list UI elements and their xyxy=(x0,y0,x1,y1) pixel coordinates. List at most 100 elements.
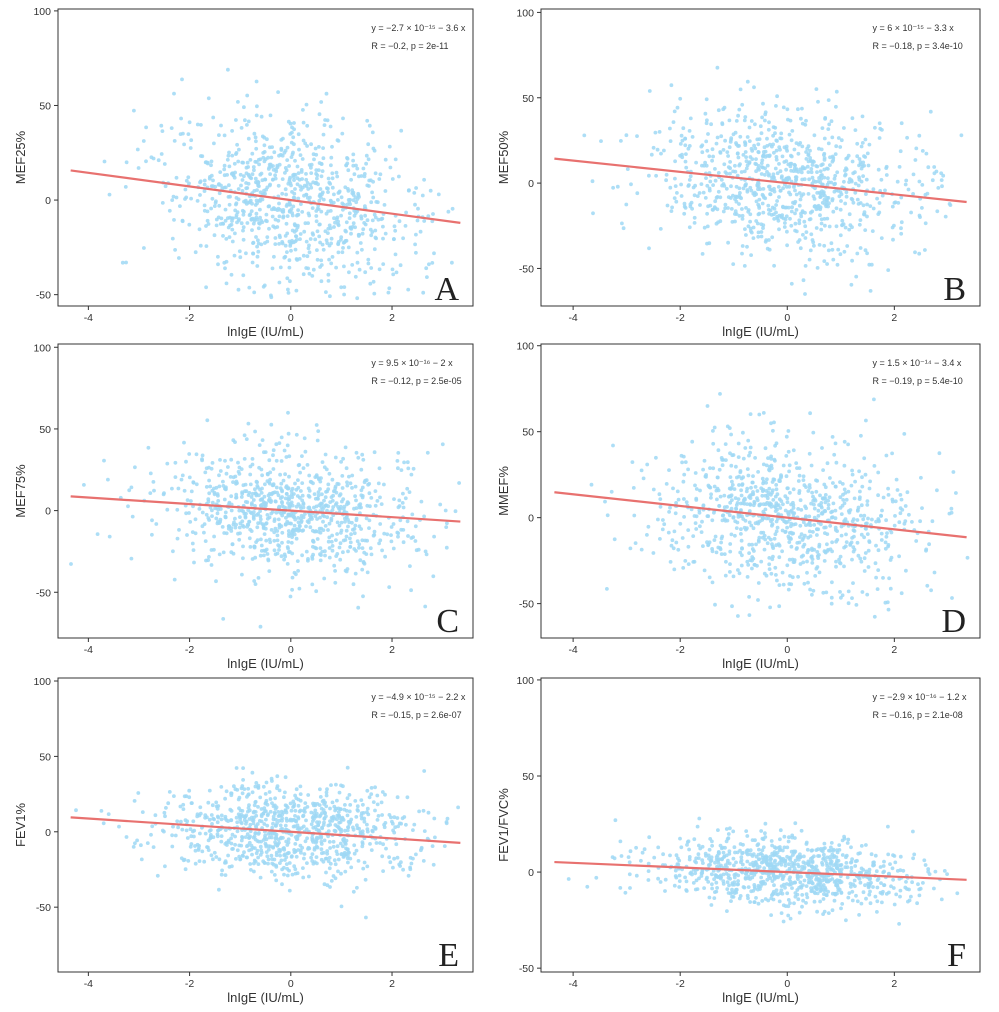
data-point xyxy=(241,225,246,230)
data-point xyxy=(282,853,286,858)
data-point xyxy=(288,502,293,506)
data-point xyxy=(166,801,171,806)
data-point xyxy=(246,786,251,791)
data-point xyxy=(267,458,272,463)
data-point xyxy=(252,803,257,808)
data-point xyxy=(920,149,925,153)
data-point xyxy=(692,193,697,198)
data-point xyxy=(232,253,237,258)
data-point xyxy=(351,158,355,163)
data-point xyxy=(613,818,618,823)
data-point xyxy=(796,240,800,244)
data-point xyxy=(707,188,712,193)
data-point xyxy=(736,455,741,459)
data-point xyxy=(265,823,270,828)
data-point xyxy=(838,590,842,594)
data-point xyxy=(704,176,708,181)
data-point xyxy=(348,803,353,807)
data-point xyxy=(340,131,345,136)
data-point xyxy=(754,199,759,204)
data-point xyxy=(935,488,939,493)
data-point xyxy=(148,471,153,476)
data-point xyxy=(728,160,732,164)
data-point xyxy=(298,232,303,236)
data-point xyxy=(217,887,221,892)
data-point xyxy=(247,213,252,218)
data-point xyxy=(664,178,668,183)
data-point xyxy=(716,108,721,113)
data-point xyxy=(378,172,383,177)
data-point xyxy=(106,812,111,816)
data-point xyxy=(185,498,190,502)
data-point xyxy=(701,861,705,865)
data-point xyxy=(275,784,280,788)
data-point xyxy=(899,591,904,596)
data-point xyxy=(292,142,296,147)
regression-line xyxy=(554,157,967,204)
data-point xyxy=(238,815,243,820)
data-point xyxy=(422,769,427,773)
data-point xyxy=(749,253,753,257)
data-point xyxy=(726,206,730,210)
data-point xyxy=(740,244,745,248)
data-point xyxy=(719,536,724,541)
data-point xyxy=(304,818,308,823)
data-point xyxy=(264,212,269,217)
data-point xyxy=(664,482,669,486)
data-point xyxy=(347,200,352,205)
data-point xyxy=(246,181,251,186)
data-point xyxy=(335,215,340,220)
data-point xyxy=(239,221,244,226)
data-point xyxy=(781,582,786,587)
data-point xyxy=(794,547,799,551)
data-point xyxy=(313,808,318,813)
data-point xyxy=(781,216,786,221)
data-point xyxy=(373,228,378,233)
data-point xyxy=(846,153,851,158)
data-point xyxy=(352,213,357,218)
data-point xyxy=(395,855,400,860)
data-point xyxy=(719,552,724,556)
data-point xyxy=(716,828,720,832)
data-point xyxy=(124,260,128,265)
data-point xyxy=(768,192,772,197)
data-point xyxy=(254,781,259,785)
data-point xyxy=(360,567,365,572)
data-point xyxy=(631,486,636,490)
data-point xyxy=(297,463,302,467)
data-point xyxy=(285,562,290,566)
data-point xyxy=(767,120,771,125)
data-point xyxy=(819,163,824,168)
data-point xyxy=(735,173,740,178)
data-point xyxy=(245,123,249,127)
x-axis-title: lnIgE (IU/mL) xyxy=(722,656,799,671)
data-point xyxy=(251,251,256,256)
data-point xyxy=(297,523,302,528)
data-point xyxy=(922,858,927,863)
data-point xyxy=(183,867,188,872)
data-point xyxy=(700,858,705,862)
data-point xyxy=(200,849,205,854)
data-point xyxy=(851,528,856,533)
data-point xyxy=(761,187,766,191)
data-point xyxy=(305,836,309,841)
data-point xyxy=(361,802,365,807)
data-point xyxy=(686,184,691,188)
data-point xyxy=(220,186,225,191)
data-point xyxy=(299,170,304,174)
data-point xyxy=(354,848,359,853)
data-point xyxy=(761,226,765,231)
data-point xyxy=(923,863,928,867)
data-point xyxy=(431,212,435,216)
data-point xyxy=(355,296,360,301)
data-point xyxy=(251,221,256,226)
data-point xyxy=(898,149,903,154)
data-point xyxy=(263,792,268,796)
data-point xyxy=(242,815,247,820)
data-point xyxy=(867,892,872,897)
data-point xyxy=(733,163,737,168)
data-point xyxy=(744,527,748,532)
data-point xyxy=(741,430,745,435)
data-point xyxy=(830,509,835,514)
data-point xyxy=(783,519,788,524)
